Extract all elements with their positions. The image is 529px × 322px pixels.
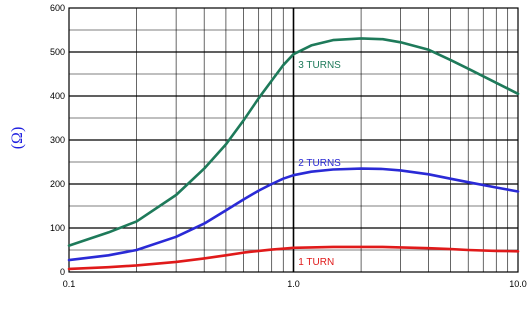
series-label-2-turns: 2 TURNS [298,158,341,169]
series-line-3-turns [67,37,520,247]
series-label-1-turn: 1 TURN [298,257,334,268]
series-line-1-turn [67,245,520,271]
major-gridlines [69,8,518,272]
x-tick-label: 10.0 [509,279,527,289]
series-line-2-turns [67,167,520,262]
y-tick-label: 300 [50,135,65,145]
x-axis-tick-labels: 0.1 1.0 10.0 [63,279,527,289]
y-tick-label: 200 [50,179,65,189]
plot-frame [68,7,519,273]
y-tick-label: 500 [50,47,65,57]
y-tick-label: 600 [50,3,65,13]
y-axis-tick-labels: 0 100 200 300 400 500 600 [50,3,65,277]
series-label-3-turns: 3 TURNS [298,60,341,71]
y-tick-label: 100 [50,223,65,233]
y-tick-label: 400 [50,91,65,101]
y-axis-label: (Ω) [9,127,26,150]
series-lines [67,37,520,271]
x-tick-label: 0.1 [63,279,76,289]
y-tick-label: 0 [60,267,65,277]
series-labels: 3 TURNS 2 TURNS 1 TURN [298,60,341,268]
x-tick-label: 1.0 [287,279,300,289]
